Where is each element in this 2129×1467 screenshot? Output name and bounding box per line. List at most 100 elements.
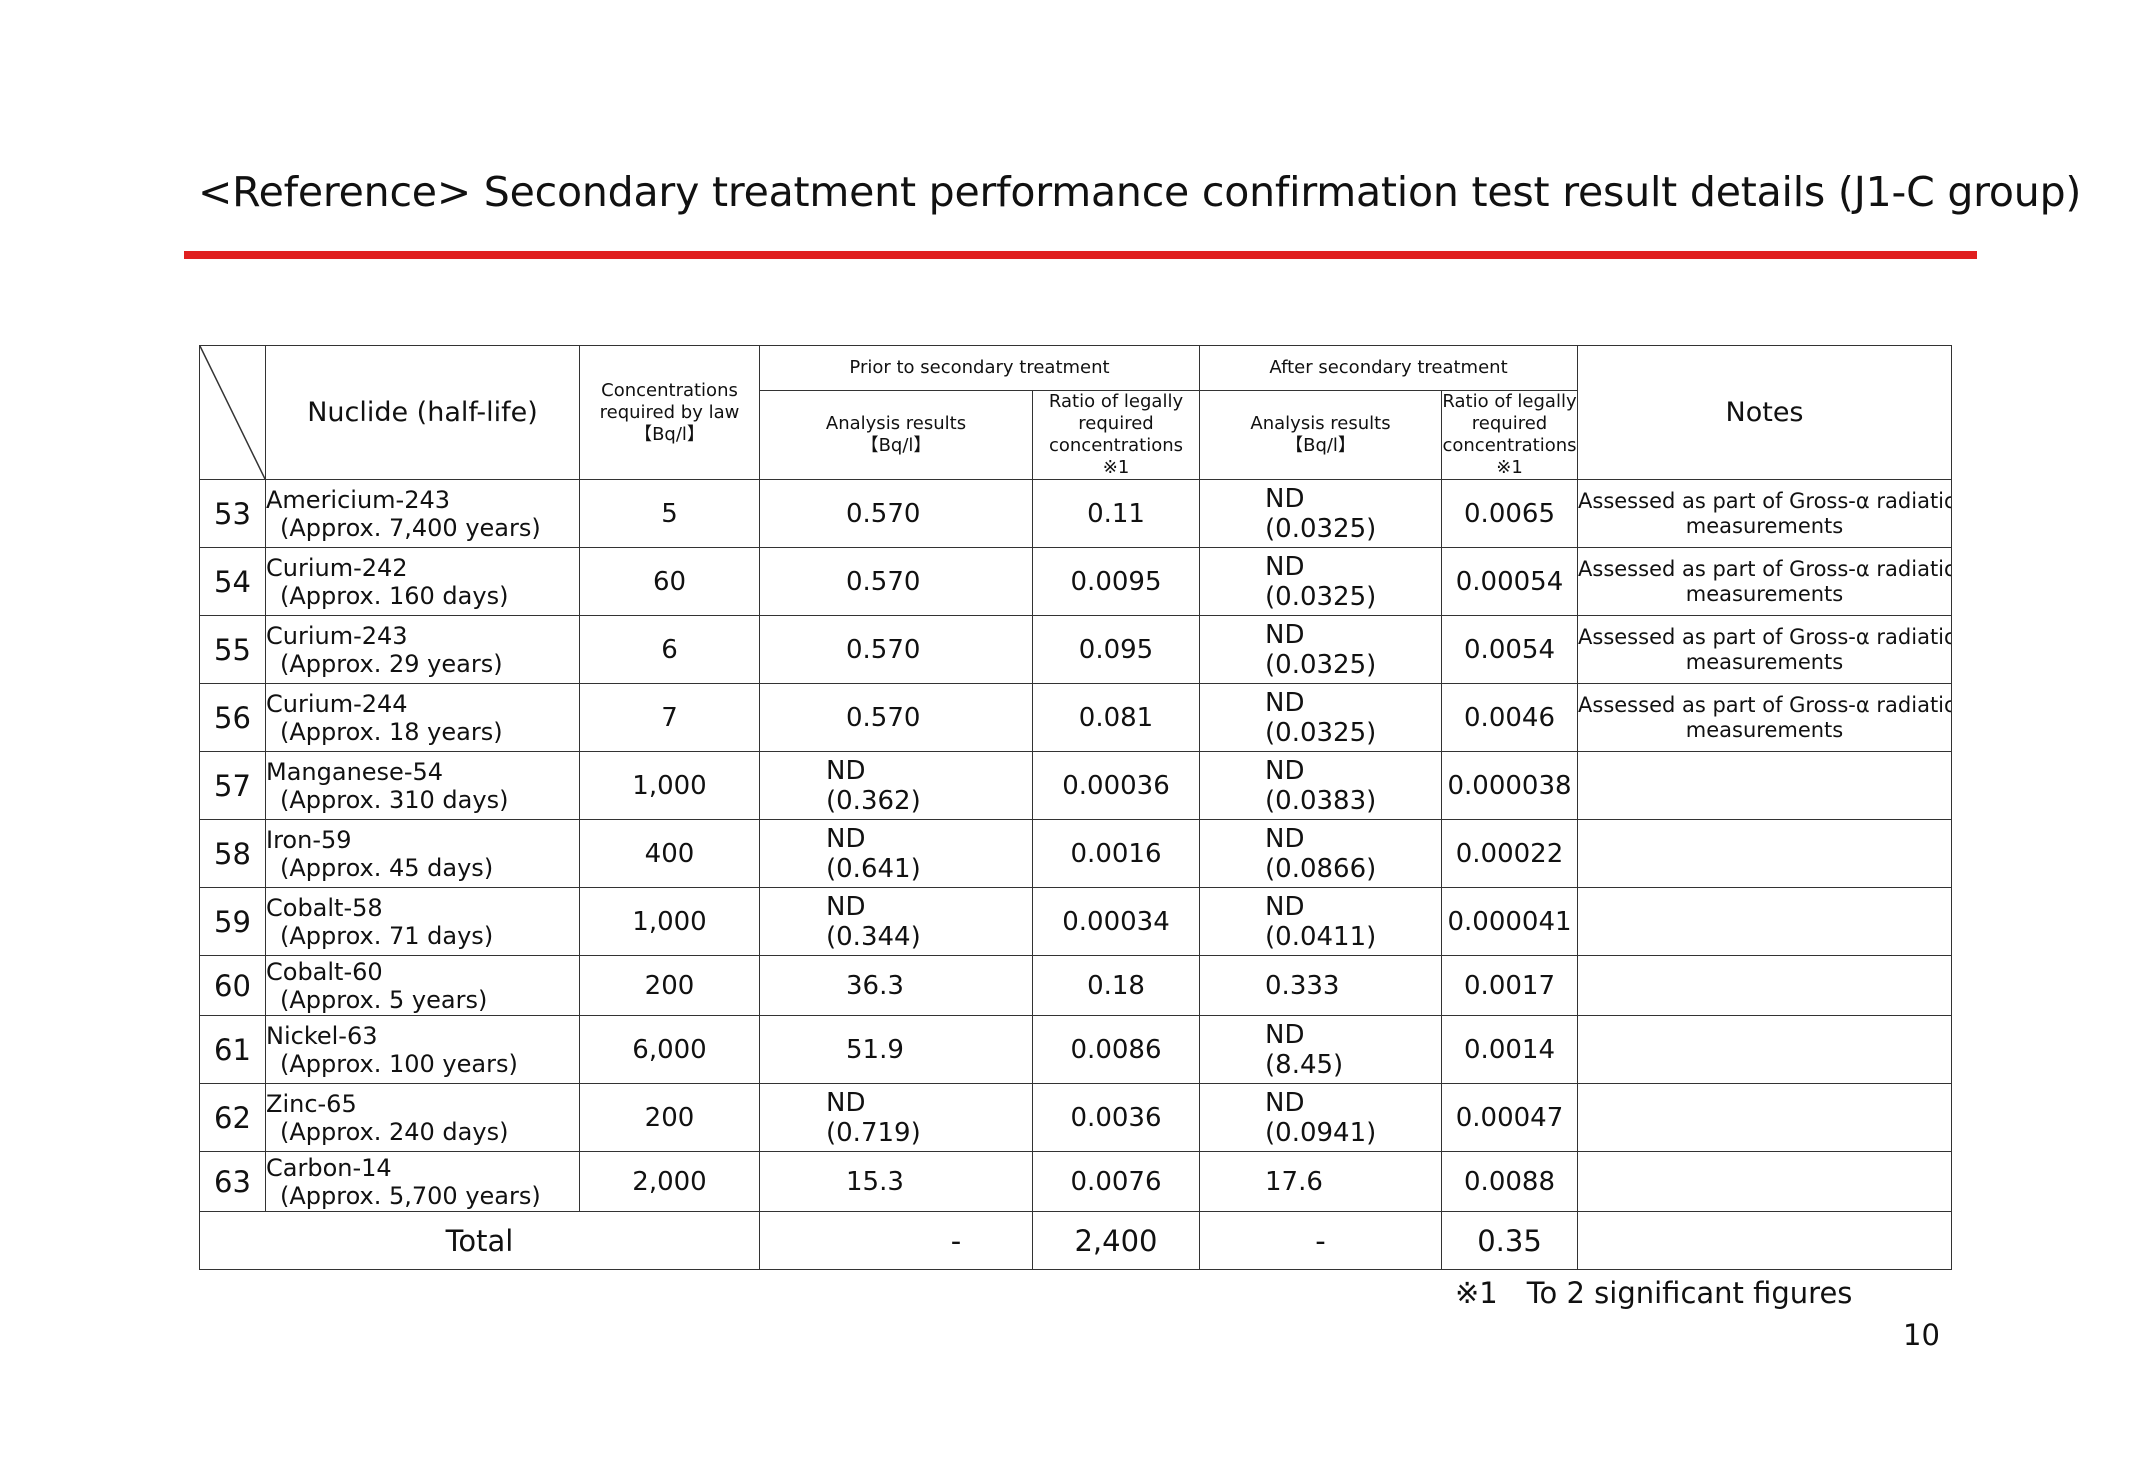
row-number: 57 bbox=[199, 751, 266, 820]
notes-cell bbox=[1577, 955, 1953, 1016]
nuclide-cell: Curium-244 (Approx. 18 years) bbox=[265, 683, 580, 752]
after-ratio-value: 0.0088 bbox=[1441, 1151, 1579, 1212]
header-prior-ratio: Ratio of legally required concentrations… bbox=[1031, 390, 1201, 480]
note-line-1: Assessed as part of Gross-α radiation bbox=[1578, 624, 1952, 649]
law-concentration-value: 200 bbox=[579, 955, 760, 1016]
prior-analysis-value: ND bbox=[826, 823, 866, 854]
law-concentration-value: 6 bbox=[579, 615, 760, 684]
header-prior-analysis: Analysis results 【Bq/l】 bbox=[759, 390, 1033, 480]
nuclide-half-life: (Approx. 5,700 years) bbox=[280, 1181, 541, 1210]
header-nuclide: Nuclide (half-life) bbox=[265, 345, 580, 480]
prior-analysis-cell: ND (0.344) bbox=[759, 887, 1033, 956]
header-after-ratio: Ratio of legally required concentrations… bbox=[1441, 390, 1579, 480]
law-concentration-value: 2,000 bbox=[579, 1151, 760, 1212]
nuclide-half-life: (Approx. 18 years) bbox=[280, 717, 503, 746]
notes-cell bbox=[1577, 1015, 1953, 1084]
after-analysis-detail: (0.0941) bbox=[1265, 1117, 1377, 1148]
diagonal-line-icon bbox=[200, 346, 265, 479]
after-analysis-value: ND bbox=[1265, 619, 1305, 650]
after-analysis-value: 0.333 bbox=[1265, 970, 1340, 1001]
notes-cell bbox=[1577, 1083, 1953, 1152]
prior-analysis-cell: 0.570 bbox=[759, 683, 1033, 752]
prior-analysis-value: ND bbox=[826, 891, 866, 922]
prior-ratio-value: 0.11 bbox=[1031, 479, 1201, 548]
prior-analysis-detail: (0.344) bbox=[826, 921, 921, 952]
note-line-2: measurements bbox=[1685, 581, 1844, 606]
header-row-2: Analysis results 【Bq/l】 Ratio of legally… bbox=[200, 390, 1952, 480]
law-concentration-value: 60 bbox=[579, 547, 760, 616]
after-analysis-detail: (0.0325) bbox=[1265, 649, 1377, 680]
after-analysis-cell: 0.333 bbox=[1199, 955, 1443, 1016]
nuclide-half-life: (Approx. 100 years) bbox=[280, 1049, 518, 1078]
nuclide-name: Americium-243 bbox=[266, 485, 451, 514]
prior-analysis-detail: (0.641) bbox=[826, 853, 921, 884]
after-analysis-cell: ND (0.0866) bbox=[1199, 819, 1443, 888]
nuclide-cell: Manganese-54 (Approx. 310 days) bbox=[265, 751, 580, 820]
nuclide-cell: Nickel-63 (Approx. 100 years) bbox=[265, 1015, 580, 1084]
table-row: 53 Americium-243 (Approx. 7,400 years) 5 0.5… bbox=[199, 479, 1953, 548]
law-concentration-value: 1,000 bbox=[579, 751, 760, 820]
prior-ratio-value: 0.00034 bbox=[1031, 887, 1201, 956]
prior-analysis-value: 36.3 bbox=[846, 970, 904, 1001]
header-notes: Notes bbox=[1577, 345, 1953, 480]
after-analysis-cell: 17.6 bbox=[1199, 1151, 1443, 1212]
header-law-concentration: Concentrations required by law 【Bq/l】 bbox=[579, 345, 760, 480]
after-analysis-value: ND bbox=[1265, 823, 1305, 854]
total-notes bbox=[1577, 1211, 1953, 1270]
prior-ratio-value: 0.18 bbox=[1031, 955, 1201, 1016]
after-analysis-cell: ND (0.0941) bbox=[1199, 1083, 1443, 1152]
table-row: 55 Curium-243 (Approx. 29 years) 6 0.570 0.09… bbox=[199, 615, 1953, 684]
row-number: 55 bbox=[199, 615, 266, 684]
note-line-1: Assessed as part of Gross-α radiation bbox=[1578, 488, 1952, 513]
nuclide-cell: Cobalt-58 (Approx. 71 days) bbox=[265, 887, 580, 956]
nuclide-name: Cobalt-60 bbox=[266, 957, 383, 986]
nuclide-half-life: (Approx. 29 years) bbox=[280, 649, 503, 678]
nuclide-half-life: (Approx. 7,400 years) bbox=[280, 513, 541, 542]
total-after-ratio: 0.35 bbox=[1441, 1211, 1579, 1270]
table-row: 62 Zinc-65 (Approx. 240 days) 200 ND (0.719) 0… bbox=[199, 1083, 1953, 1152]
prior-analysis-value: 0.570 bbox=[846, 498, 921, 529]
after-analysis-cell: ND (0.0411) bbox=[1199, 887, 1443, 956]
nuclide-cell: Curium-242 (Approx. 160 days) bbox=[265, 547, 580, 616]
nuclide-cell: Cobalt-60 (Approx. 5 years) bbox=[265, 955, 580, 1016]
after-ratio-value: 0.0046 bbox=[1441, 683, 1579, 752]
nuclide-cell: Carbon-14 (Approx. 5,700 years) bbox=[265, 1151, 580, 1212]
after-ratio-value: 0.000041 bbox=[1441, 887, 1579, 956]
law-concentration-value: 400 bbox=[579, 819, 760, 888]
table-row: 56 Curium-244 (Approx. 18 years) 7 0.570 0.08… bbox=[199, 683, 1953, 752]
nuclide-half-life: (Approx. 160 days) bbox=[280, 581, 509, 610]
nuclide-name: Iron-59 bbox=[266, 825, 352, 854]
total-after-analysis: - bbox=[1199, 1211, 1443, 1270]
nuclide-name: Carbon-14 bbox=[266, 1153, 392, 1182]
after-analysis-cell: ND (0.0325) bbox=[1199, 479, 1443, 548]
after-ratio-value: 0.00022 bbox=[1441, 819, 1579, 888]
nuclide-half-life: (Approx. 5 years) bbox=[280, 985, 488, 1014]
after-analysis-value: ND bbox=[1265, 891, 1305, 922]
after-analysis-value: ND bbox=[1265, 687, 1305, 718]
after-analysis-value: 17.6 bbox=[1265, 1166, 1323, 1197]
after-analysis-cell: ND (0.0325) bbox=[1199, 683, 1443, 752]
law-concentration-value: 1,000 bbox=[579, 887, 760, 956]
table-row: 57 Manganese-54 (Approx. 310 days) 1,000 ND(… bbox=[199, 751, 1953, 820]
notes-cell: Assessed as part of Gross-α radiation mea… bbox=[1577, 547, 1953, 616]
prior-analysis-value: 51.9 bbox=[846, 1034, 904, 1065]
nuclide-name: Nickel-63 bbox=[266, 1021, 378, 1050]
after-analysis-value: ND bbox=[1265, 483, 1305, 514]
nuclide-cell: Americium-243 (Approx. 7,400 years) bbox=[265, 479, 580, 548]
prior-analysis-value: 15.3 bbox=[846, 1166, 904, 1197]
results-table: Nuclide (half-life) Concentrations requi… bbox=[199, 345, 1953, 1270]
table-row: 59 Cobalt-58 (Approx. 71 days) 1,000 ND (0.34… bbox=[199, 887, 1953, 956]
nuclide-name: Zinc-65 bbox=[266, 1089, 357, 1118]
total-prior-analysis: - bbox=[759, 1211, 1033, 1270]
after-analysis-cell: ND (8.45) bbox=[1199, 1015, 1443, 1084]
prior-analysis-value: 0.570 bbox=[846, 702, 921, 733]
law-concentration-value: 200 bbox=[579, 1083, 760, 1152]
nuclide-half-life: (Approx. 310 days) bbox=[280, 785, 509, 814]
after-analysis-value: ND bbox=[1265, 551, 1305, 582]
prior-analysis-cell: 15.3 bbox=[759, 1151, 1033, 1212]
corner-cell bbox=[199, 345, 266, 480]
table-row: 54 Curium-242 (Approx. 160 days) 60 0.570 0.0… bbox=[199, 547, 1953, 616]
after-analysis-detail: (8.45) bbox=[1265, 1049, 1344, 1080]
after-analysis-cell: ND (0.0325) bbox=[1199, 547, 1443, 616]
after-ratio-value: 0.0017 bbox=[1441, 955, 1579, 1016]
